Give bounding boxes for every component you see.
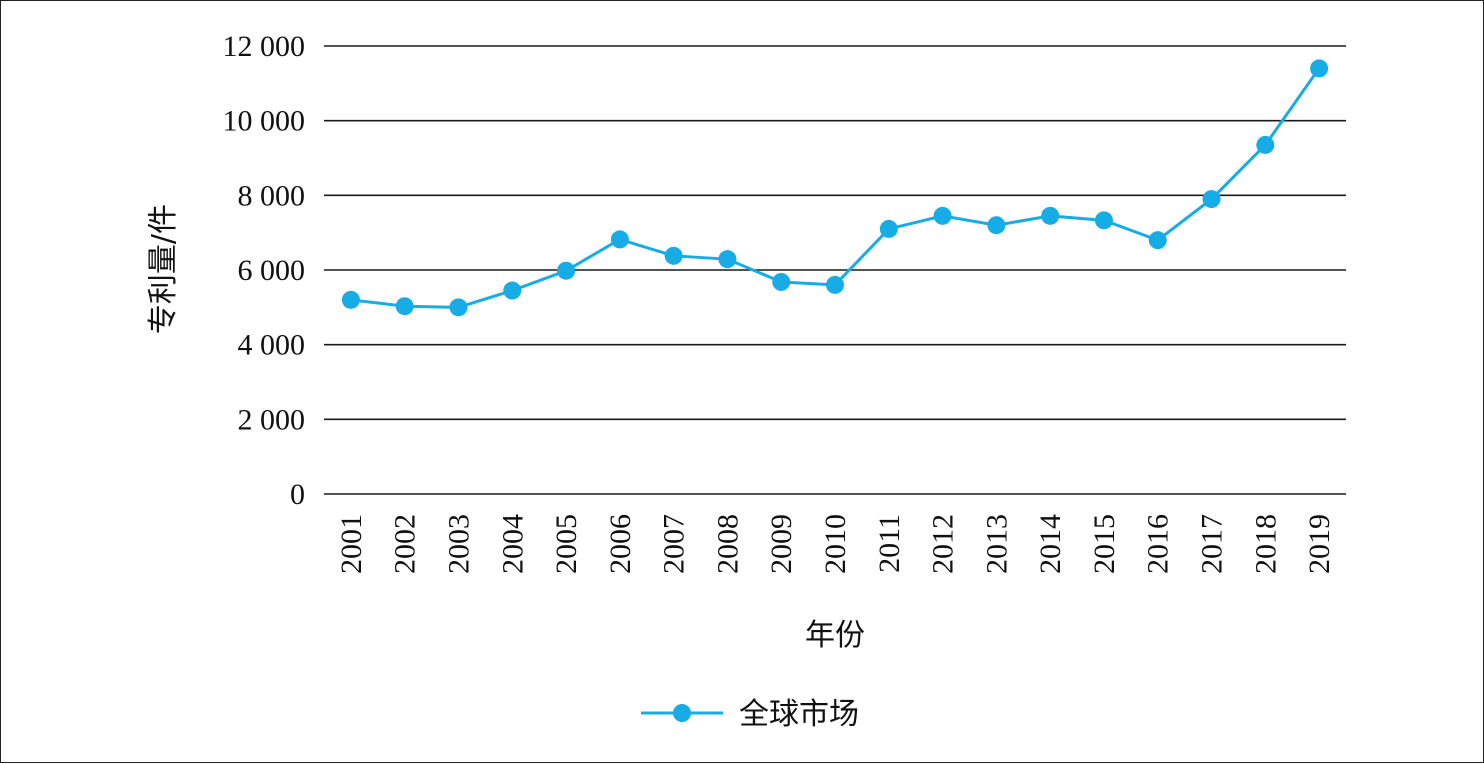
y-axis-title: 专利量/件 bbox=[146, 204, 181, 334]
x-tick-label: 2014 bbox=[1034, 514, 1067, 574]
y-tick-label: 0 bbox=[290, 478, 305, 511]
data-point bbox=[610, 230, 629, 249]
data-point bbox=[933, 206, 952, 225]
x-tick-label: 2017 bbox=[1196, 514, 1229, 574]
x-tick-label: 2019 bbox=[1303, 514, 1336, 574]
y-tick-label: 10 000 bbox=[223, 105, 306, 138]
data-point bbox=[1148, 231, 1167, 250]
x-tick-label: 2009 bbox=[765, 514, 798, 574]
x-axis-ticks: 2001 2002 2003 2004 2005 2006 2007 2008 2009 2010… bbox=[335, 514, 1336, 574]
series-group bbox=[341, 59, 1329, 317]
x-tick-label: 2016 bbox=[1142, 514, 1175, 574]
data-point bbox=[557, 261, 576, 280]
data-point bbox=[987, 216, 1006, 235]
data-point bbox=[1202, 190, 1221, 209]
gridlines bbox=[324, 45, 1346, 495]
x-tick-label: 2003 bbox=[442, 514, 475, 574]
data-point bbox=[826, 275, 844, 294]
x-tick-label: 2005 bbox=[550, 514, 583, 574]
x-tick-label: 2007 bbox=[658, 514, 691, 574]
data-point bbox=[1310, 59, 1329, 78]
x-tick-label: 2001 bbox=[335, 514, 368, 574]
y-tick-label: 2 000 bbox=[238, 403, 306, 436]
legend-marker-swatch bbox=[673, 704, 691, 722]
x-tick-label: 2004 bbox=[496, 514, 529, 574]
data-point bbox=[503, 281, 522, 300]
data-point bbox=[879, 219, 898, 238]
data-point bbox=[395, 297, 414, 316]
data-point bbox=[1094, 211, 1113, 230]
data-point bbox=[341, 290, 360, 309]
data-point bbox=[449, 298, 468, 317]
legend: 全球市场 bbox=[641, 697, 859, 732]
x-tick-label: 2006 bbox=[604, 514, 637, 574]
x-tick-label: 2012 bbox=[927, 514, 960, 574]
y-tick-label: 8 000 bbox=[238, 179, 306, 212]
x-tick-label: 2015 bbox=[1088, 514, 1121, 574]
y-tick-label: 6 000 bbox=[238, 254, 306, 287]
y-axis-ticks: 0 2 000 4 000 6 000 8 000 10 000 12 000 bbox=[223, 30, 306, 511]
data-point bbox=[1256, 135, 1275, 154]
y-tick-label: 4 000 bbox=[238, 329, 306, 362]
series-line bbox=[350, 67, 1321, 309]
x-tick-label: 2013 bbox=[980, 514, 1013, 574]
x-tick-label: 2011 bbox=[873, 514, 906, 573]
data-point bbox=[664, 246, 683, 265]
x-tick-label: 2008 bbox=[711, 514, 744, 574]
legend-label: 全球市场 bbox=[739, 697, 859, 732]
data-point bbox=[1041, 206, 1060, 225]
data-point bbox=[718, 250, 737, 269]
data-point bbox=[772, 272, 791, 291]
x-tick-label: 2010 bbox=[819, 514, 852, 574]
y-tick-label: 12 000 bbox=[223, 30, 306, 63]
x-tick-label: 2002 bbox=[389, 514, 422, 574]
x-axis-title: 年份 bbox=[805, 618, 865, 653]
x-tick-label: 2018 bbox=[1249, 514, 1282, 574]
